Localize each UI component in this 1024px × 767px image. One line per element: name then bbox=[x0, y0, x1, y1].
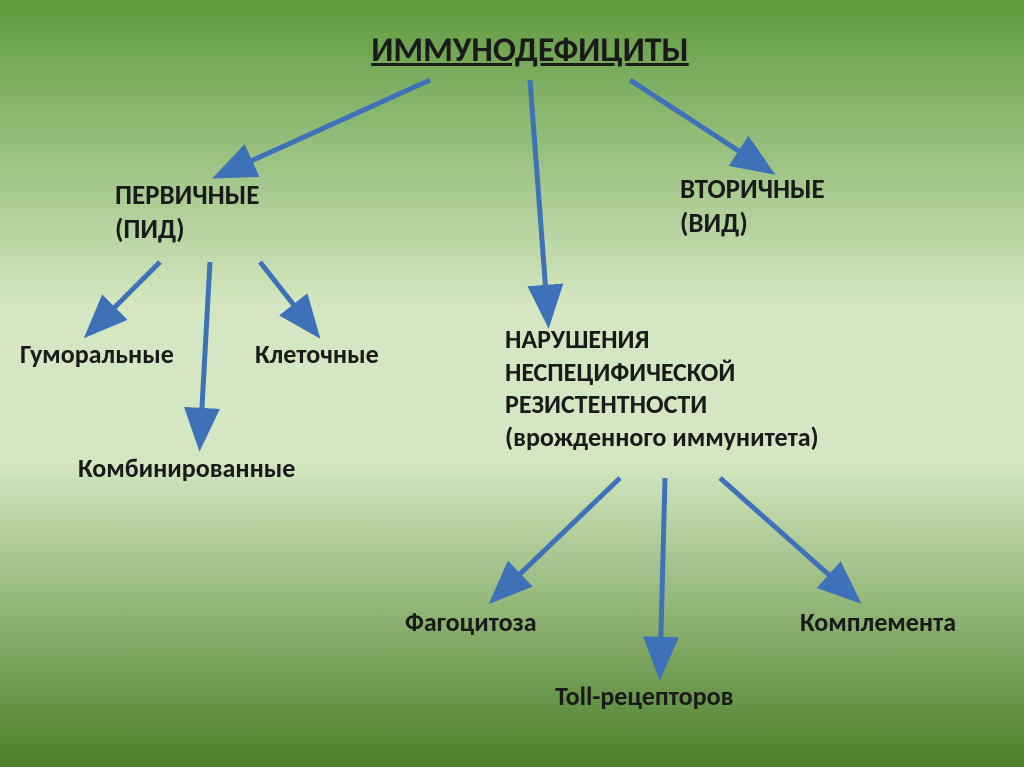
arrow bbox=[90, 262, 160, 332]
arrow bbox=[495, 478, 620, 598]
secondary-node: ВТОРИЧНЫЕ (ВИД) bbox=[680, 173, 900, 241]
arrow bbox=[720, 478, 855, 598]
arrow bbox=[660, 478, 665, 672]
arrow bbox=[530, 80, 548, 320]
toll-node: Toll-рецепторов bbox=[555, 680, 815, 713]
arrow bbox=[220, 80, 430, 175]
phagocytosis-node: Фагоцитоза bbox=[405, 606, 605, 639]
humoral-node: Гуморальные bbox=[20, 338, 240, 371]
cellular-node: Клеточные bbox=[255, 338, 435, 371]
primary-node: ПЕРВИЧНЫЕ (ПИД) bbox=[115, 179, 335, 247]
arrow bbox=[630, 80, 768, 170]
slide-canvas: ИММУНОДЕФИЦИТЫ ПЕРВИЧНЫЕ (ПИД) ВТОРИЧНЫЕ… bbox=[0, 0, 1024, 767]
combined-node: Комбинированные bbox=[78, 452, 378, 485]
arrow bbox=[260, 262, 315, 332]
title-node: ИММУНОДЕФИЦИТЫ bbox=[340, 30, 720, 73]
nonspecific-node: НАРУШЕНИЯ НЕСПЕЦИФИЧЕСКОЙ РЕЗИСТЕНТНОСТИ… bbox=[505, 323, 925, 453]
complement-node: Комплемента bbox=[800, 606, 1020, 639]
